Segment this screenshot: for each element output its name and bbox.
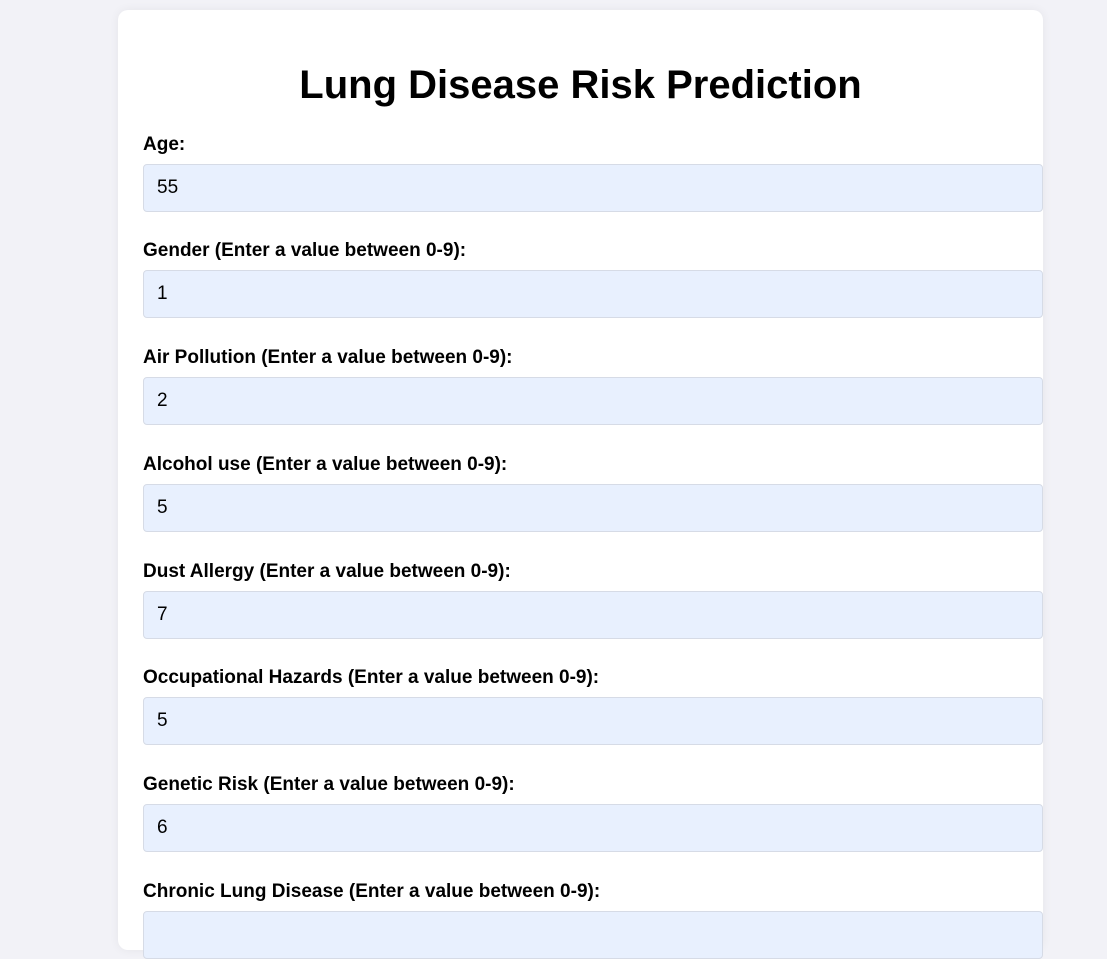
occupational-hazards-label: Occupational Hazards (Enter a value betw…: [143, 667, 600, 688]
genetic-risk-label: Genetic Risk (Enter a value between 0-9)…: [143, 774, 515, 795]
alcohol-use-label: Alcohol use (Enter a value between 0-9):: [143, 454, 508, 475]
chronic-lung-disease-label: Chronic Lung Disease (Enter a value betw…: [143, 881, 601, 902]
alcohol-use-input[interactable]: [143, 484, 1043, 532]
gender-field-group: Gender (Enter a value between 0-9):: [143, 240, 1045, 318]
dust-allergy-input[interactable]: [143, 591, 1043, 639]
occupational-hazards-input[interactable]: [143, 697, 1043, 745]
genetic-risk-input[interactable]: [143, 804, 1043, 852]
genetic-risk-field-group: Genetic Risk (Enter a value between 0-9)…: [143, 774, 1045, 852]
age-input[interactable]: [143, 164, 1043, 212]
air-pollution-label: Air Pollution (Enter a value between 0-9…: [143, 347, 513, 368]
alcohol-use-field-group: Alcohol use (Enter a value between 0-9):: [143, 454, 1045, 532]
gender-label: Gender (Enter a value between 0-9):: [143, 240, 467, 261]
form-card: Lung Disease Risk Prediction Age: Gender…: [118, 10, 1045, 959]
chronic-lung-disease-field-group: Chronic Lung Disease (Enter a value betw…: [143, 881, 1045, 959]
age-label: Age:: [143, 134, 186, 155]
gender-input[interactable]: [143, 270, 1043, 318]
air-pollution-input[interactable]: [143, 377, 1043, 425]
age-field-group: Age:: [143, 134, 1045, 212]
air-pollution-field-group: Air Pollution (Enter a value between 0-9…: [143, 347, 1045, 425]
occupational-hazards-field-group: Occupational Hazards (Enter a value betw…: [143, 667, 1045, 745]
dust-allergy-label: Dust Allergy (Enter a value between 0-9)…: [143, 561, 511, 582]
page-title: Lung Disease Risk Prediction: [299, 63, 862, 107]
chronic-lung-disease-input[interactable]: [143, 911, 1043, 959]
dust-allergy-field-group: Dust Allergy (Enter a value between 0-9)…: [143, 561, 1045, 639]
